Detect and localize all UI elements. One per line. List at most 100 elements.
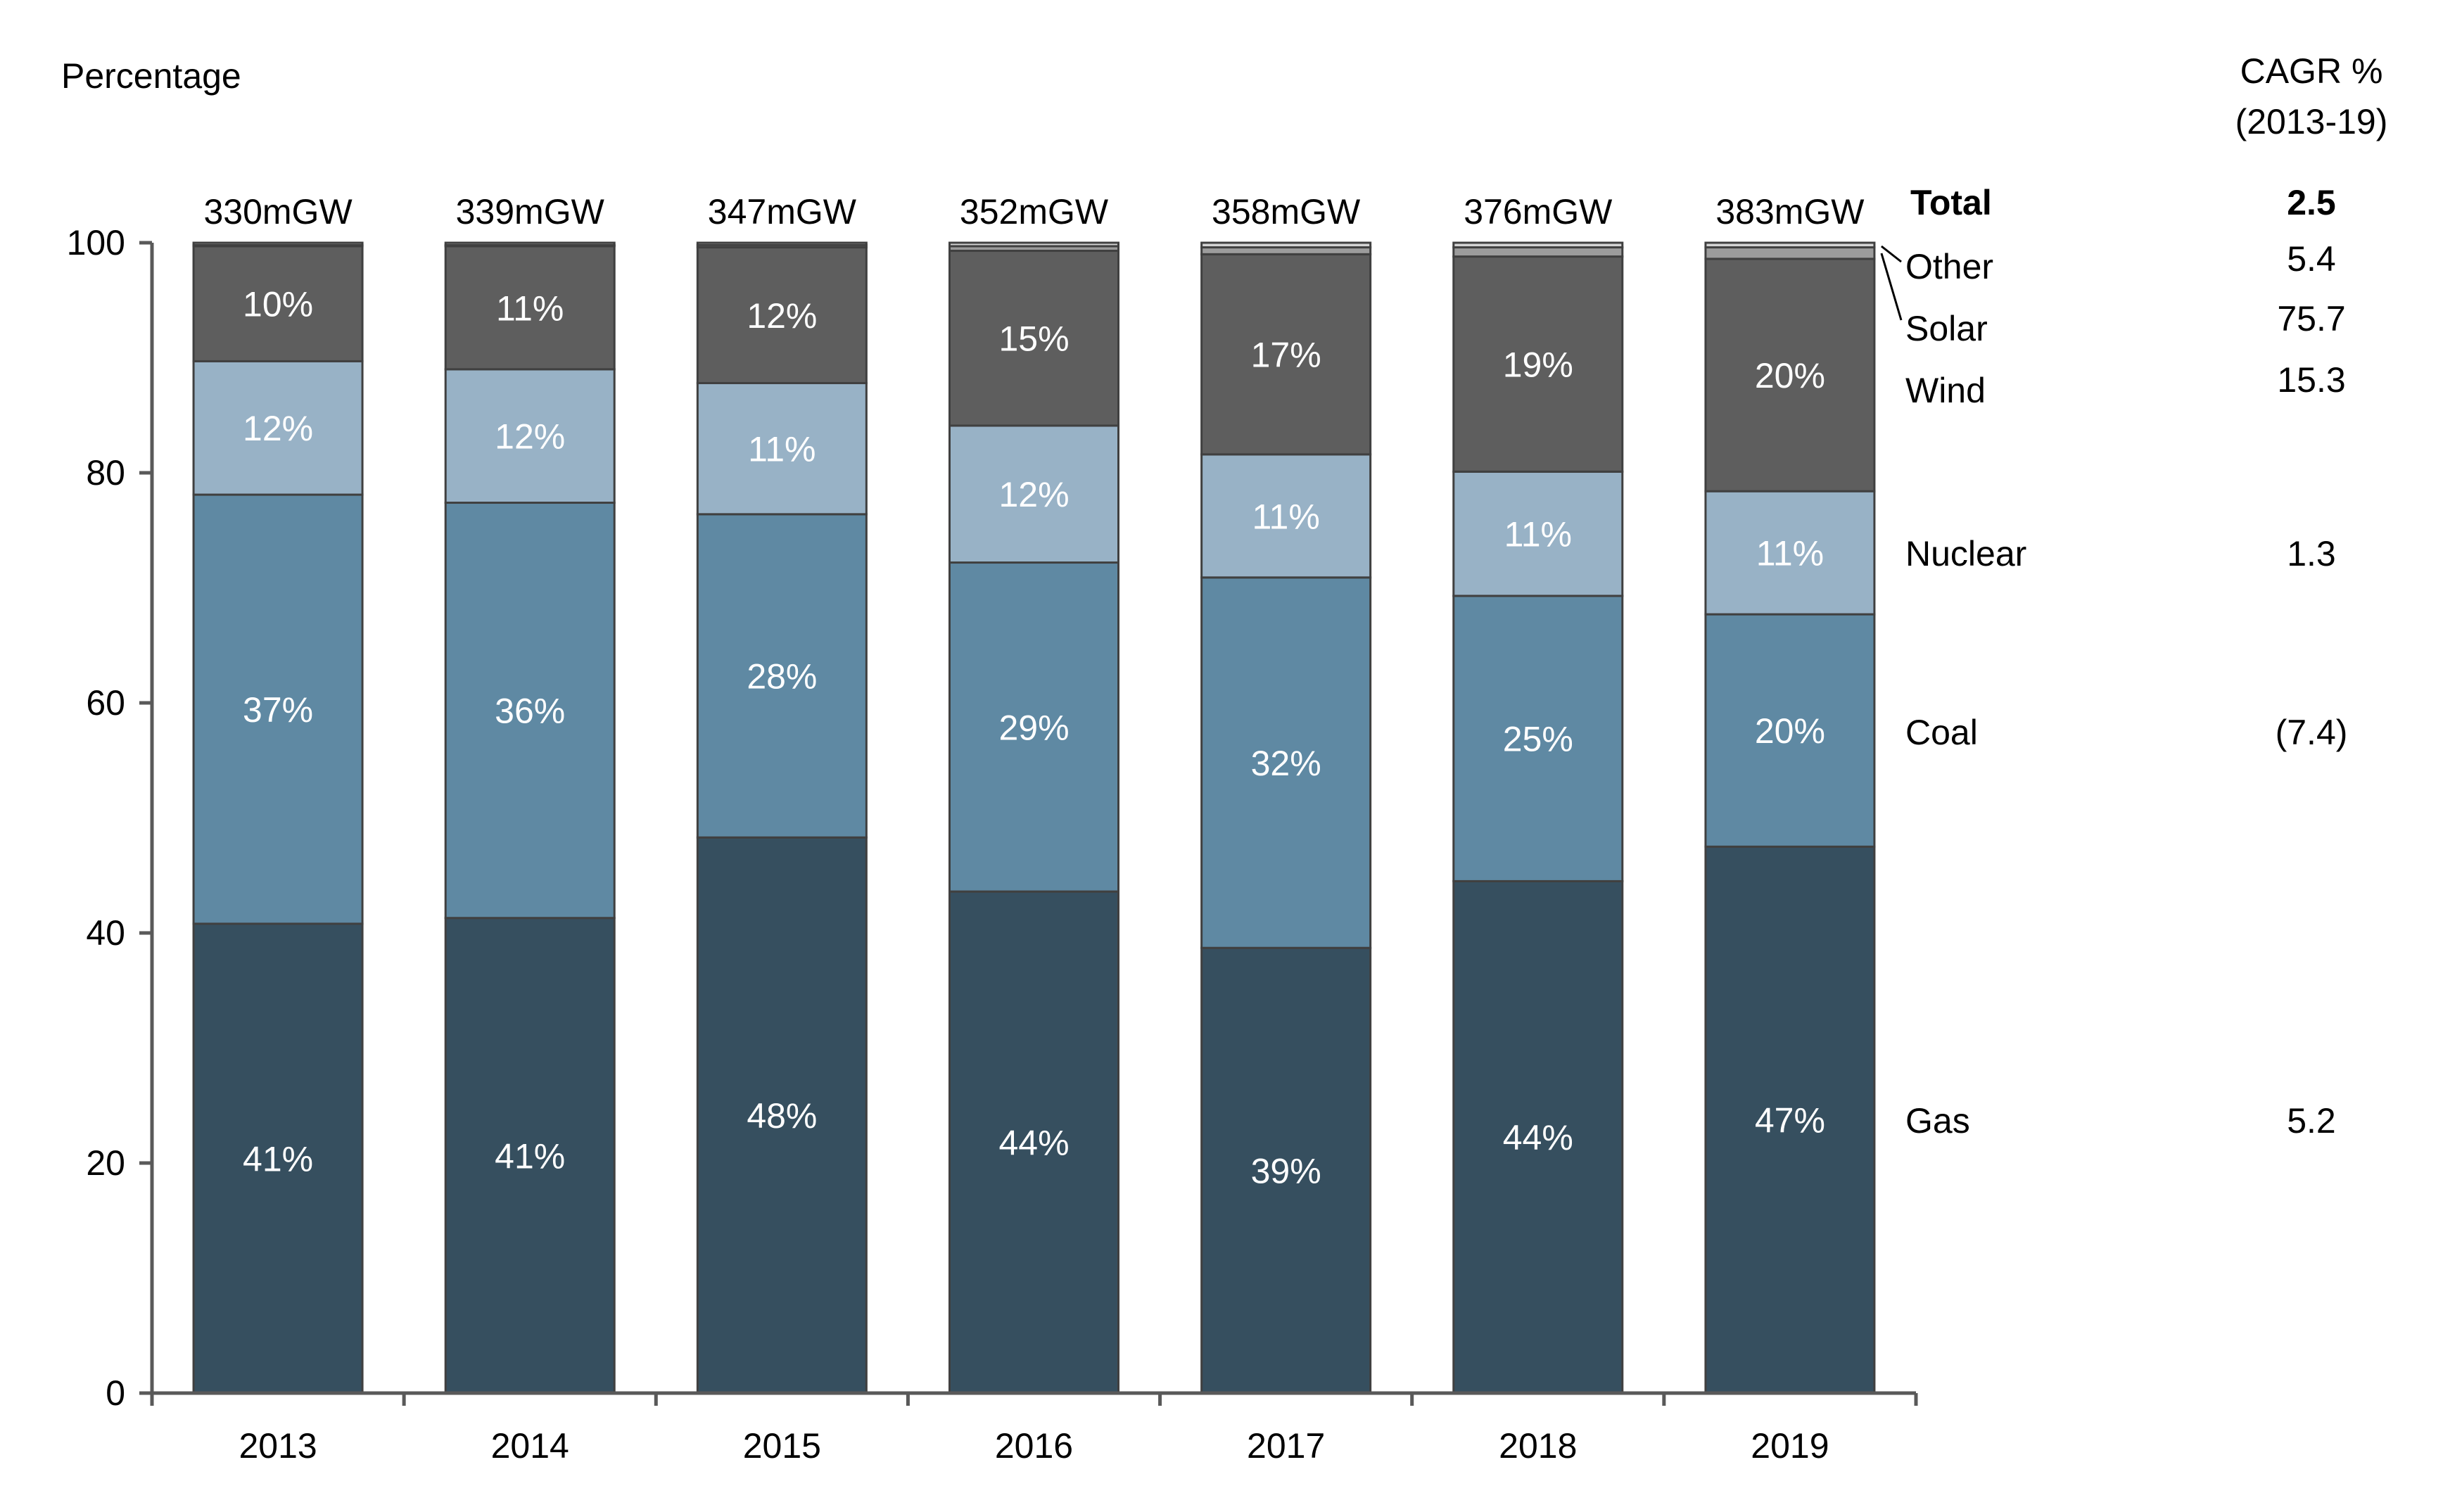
bar-segment-wind-2018: [1452, 255, 1624, 473]
bar-total-label: 347mGW: [708, 192, 857, 231]
bar-segment-label: 32%: [1251, 744, 1321, 783]
legend-label-solar: Solar: [1905, 309, 1988, 348]
bar-segment-nuclear-2018: [1452, 470, 1624, 597]
bar-segment-label: 41%: [495, 1136, 565, 1176]
bar-total-label: 376mGW: [1464, 192, 1613, 231]
legend-label-other: Other: [1905, 247, 1993, 286]
cagr-header-period: (2013-19): [2235, 102, 2388, 141]
bar-segment-label: 11%: [748, 430, 816, 469]
y-axis-title: Percentage: [61, 56, 241, 96]
cagr-value-wind: 15.3: [2277, 360, 2345, 400]
legend-label-wind: Wind: [1905, 371, 1986, 410]
bar-segment-label: 11%: [496, 288, 564, 328]
legend-label-nuclear: Nuclear: [1905, 534, 2026, 573]
cagr-value-gas: 5.2: [2287, 1101, 2336, 1141]
x-tick-label: 2015: [743, 1426, 821, 1466]
bar-segment-coal-2015: [696, 513, 868, 839]
bar-segment-label: 25%: [1503, 720, 1573, 759]
x-tick-label: 2018: [1499, 1426, 1577, 1466]
bar-segment-coal-2017: [1200, 576, 1372, 949]
bar-total-label: 358mGW: [1212, 192, 1361, 231]
bar-segment-nuclear-2014: [444, 368, 616, 504]
x-tick-label: 2017: [1247, 1426, 1325, 1466]
cagr-value-nuclear: 1.3: [2287, 534, 2336, 573]
bar-segment-nuclear-2019: [1704, 490, 1876, 616]
x-tick-label: 2014: [491, 1426, 569, 1466]
bar-segment-label: 39%: [1251, 1152, 1321, 1191]
leader-line-other: [1881, 245, 1902, 263]
bar-segment-coal-2014: [444, 502, 616, 920]
bar-total-label: 352mGW: [960, 192, 1109, 231]
bar-segment-gas-2016: [948, 890, 1119, 1395]
bar-segment-nuclear-2017: [1200, 453, 1372, 579]
leader-line-solar: [1880, 253, 1903, 321]
bar-segment-label: 11%: [1252, 497, 1319, 536]
bar-segment-coal-2013: [192, 493, 364, 925]
bar-segment-label: 17%: [1251, 336, 1321, 375]
cagr-value-coal: (7.4): [2276, 713, 2348, 752]
bar-segment-label: 29%: [998, 708, 1069, 747]
bar-segment-label: 12%: [495, 417, 565, 457]
bar-segment-other-2015: [696, 241, 868, 246]
bar-segment-wind-2017: [1200, 253, 1372, 456]
bar-segment-other-2013: [192, 241, 364, 246]
legend-label-coal: Coal: [1905, 713, 1978, 752]
y-tick-label: 100: [67, 223, 125, 262]
bar-segment-gas-2017: [1200, 946, 1372, 1395]
bar-segment-solar-2019: [1704, 246, 1876, 260]
bar-segment-label: 20%: [1755, 711, 1825, 751]
bar-segment-label: 41%: [243, 1139, 313, 1179]
bar-segment-coal-2019: [1704, 613, 1876, 848]
bar-segment-label: 12%: [998, 475, 1069, 514]
bar-segment-wind-2014: [444, 245, 616, 371]
bar-segment-label: 28%: [747, 657, 817, 697]
bar-segment-solar-2018: [1452, 246, 1624, 258]
bar-segment-gas-2019: [1704, 845, 1876, 1395]
bar-segment-gas-2013: [192, 922, 364, 1395]
bar-segment-other-2019: [1704, 241, 1876, 249]
y-tick-label: 20: [86, 1143, 125, 1183]
bar-segment-label: 37%: [243, 690, 313, 730]
x-tick-label: 2019: [1751, 1426, 1829, 1466]
cagr-value-other: 5.4: [2287, 239, 2336, 279]
bar-segment-label: 11%: [1756, 534, 1824, 573]
bar-segment-label: 44%: [1503, 1118, 1573, 1157]
bar-segment-gas-2018: [1452, 879, 1624, 1395]
bar-segment-label: 20%: [1755, 356, 1825, 395]
x-tick-label: 2013: [239, 1426, 317, 1466]
bar-segment-label: 48%: [747, 1096, 817, 1136]
bar-segment-other-2017: [1200, 241, 1372, 249]
bar-segment-other-2014: [444, 241, 616, 246]
bar-segment-label: 15%: [998, 319, 1069, 359]
y-tick-label: 80: [86, 453, 125, 493]
bar-total-label: 330mGW: [203, 192, 353, 231]
bar-segment-label: 11%: [1504, 515, 1572, 554]
y-tick-label: 40: [86, 913, 125, 953]
cagr-value-total: 2.5: [2287, 183, 2336, 222]
bar-segment-other-2018: [1452, 241, 1624, 249]
cagr-header: CAGR %: [2240, 51, 2383, 91]
y-tick-label: 0: [106, 1373, 125, 1413]
legend-label-total: Total: [1910, 183, 1992, 222]
y-tick-label: 60: [86, 683, 125, 723]
bar-segment-coal-2016: [948, 561, 1119, 893]
legend-label-gas: Gas: [1905, 1101, 1970, 1141]
bar-segment-wind-2015: [696, 246, 868, 384]
bar-segment-wind-2013: [192, 245, 364, 362]
bar-segment-label: 12%: [747, 296, 817, 336]
bar-segment-label: 44%: [998, 1124, 1069, 1163]
bar-segment-nuclear-2016: [948, 424, 1119, 564]
bar-segment-label: 47%: [1755, 1101, 1825, 1141]
bar-segment-wind-2016: [948, 249, 1119, 427]
bar-segment-label: 12%: [243, 409, 313, 448]
bar-segment-label: 10%: [243, 285, 313, 324]
cagr-value-solar: 75.7: [2277, 299, 2345, 338]
bar-segment-other-2016: [948, 241, 1119, 248]
x-tick-label: 2016: [995, 1426, 1073, 1466]
bar-segment-label: 36%: [495, 692, 565, 731]
bar-total-label: 339mGW: [456, 192, 605, 231]
bar-segment-label: 19%: [1503, 345, 1573, 384]
bar-total-label: 383mGW: [1715, 192, 1865, 231]
